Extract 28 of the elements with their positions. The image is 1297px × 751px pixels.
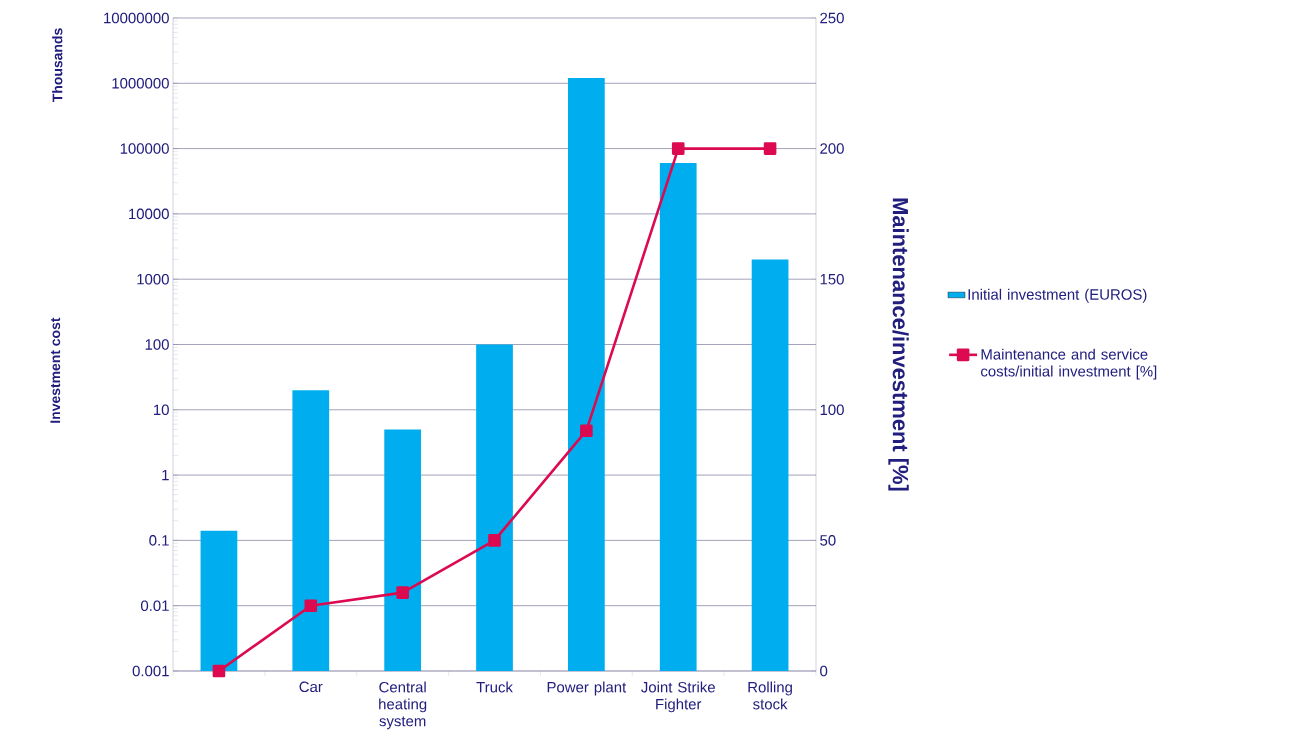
x-tick-label: Truck xyxy=(476,681,513,693)
y-tick-label: 0.001 xyxy=(132,665,169,677)
y-tick-label: 100000 xyxy=(120,143,169,154)
x-tick-label: Joint Strike Fighter xyxy=(641,681,715,713)
y2-tick-label: 0 xyxy=(820,665,828,677)
x-tick-label: Rolling stock xyxy=(748,681,792,710)
y2-tick-label: 200 xyxy=(820,143,844,154)
y-tick-label: 10000000 xyxy=(104,12,169,24)
y-tick-label: 10000 xyxy=(129,208,169,220)
y2-tick-label: 150 xyxy=(820,273,844,285)
x-tick-label: Central heating system xyxy=(379,681,427,730)
y-axis-title: Investment cost xyxy=(50,317,61,423)
y-tick-label: 1000000 xyxy=(112,77,169,89)
y2-axis-title: Maintenance/investment [%] xyxy=(888,198,909,491)
x-tick-label: Car xyxy=(299,681,323,693)
y2-tick-label: 100 xyxy=(820,404,844,416)
y-tick-label: 0.01 xyxy=(140,600,169,611)
text: Thousands xyxy=(52,28,63,103)
y-tick-label: 100 xyxy=(145,339,169,350)
legend-label: Maintenance and service costs/initial investment [%] xyxy=(981,348,1157,380)
y-tick-label: 1 xyxy=(162,469,169,481)
y2-tick-label: 50 xyxy=(820,535,836,546)
legend-label: Initial investment (EUROS) xyxy=(968,288,1147,303)
x-tick-label: Power plant xyxy=(547,681,627,696)
y-tick-label: 1000 xyxy=(137,273,169,285)
y-tick-label: 0.1 xyxy=(149,535,169,546)
y2-tick-label: 250 xyxy=(820,12,844,24)
y-tick-label: 10 xyxy=(154,404,169,416)
